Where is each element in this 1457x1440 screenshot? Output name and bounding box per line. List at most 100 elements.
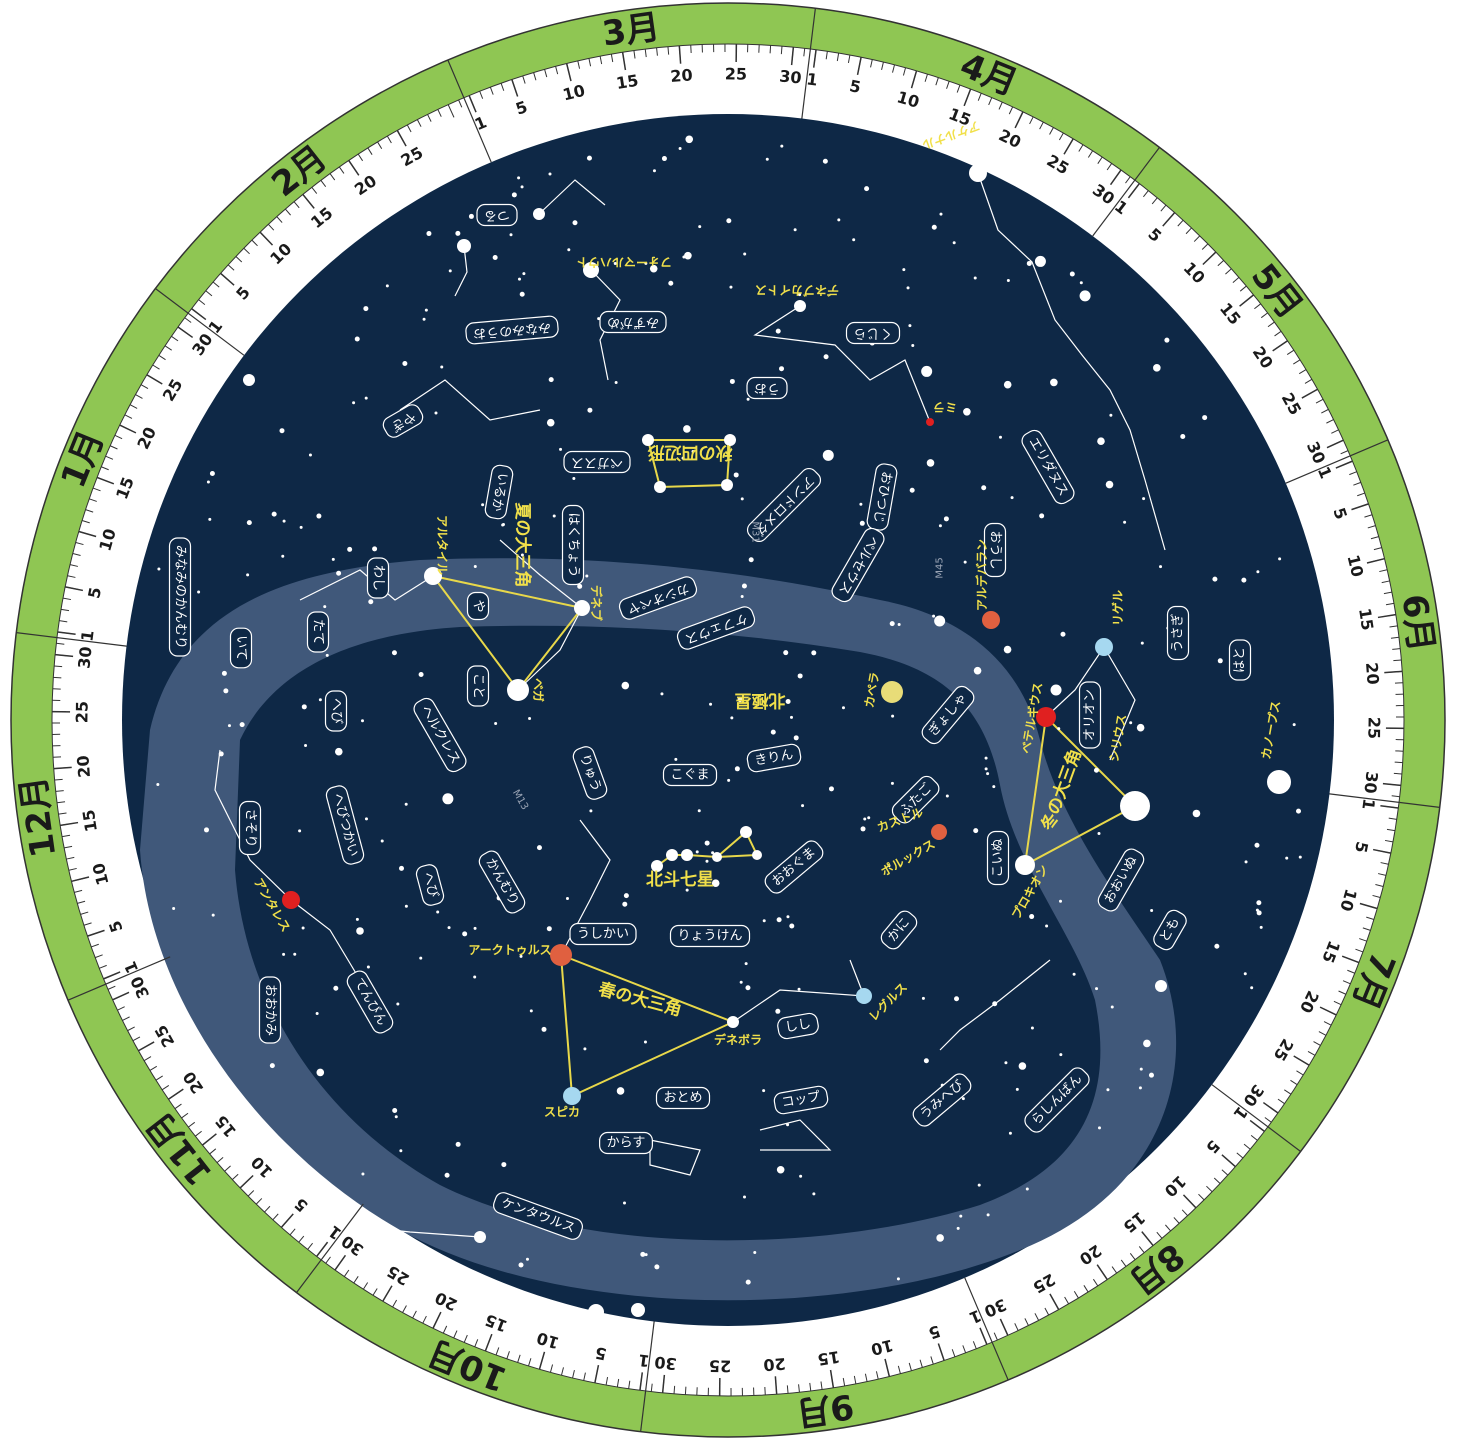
star xyxy=(434,411,438,415)
label-box xyxy=(764,840,824,894)
day-tick xyxy=(1370,536,1379,540)
star xyxy=(762,919,766,923)
star xyxy=(963,407,971,416)
star xyxy=(793,735,799,741)
day-tick xyxy=(58,812,67,815)
star_names-group: アークトゥルス xyxy=(468,943,551,957)
star xyxy=(678,146,682,150)
star xyxy=(943,516,949,522)
star xyxy=(1278,557,1282,561)
month-boundary xyxy=(1092,147,1160,237)
bright-star xyxy=(457,239,471,253)
day-tick xyxy=(605,1376,609,1386)
star xyxy=(315,1012,319,1016)
star xyxy=(711,851,715,855)
day-tick xyxy=(1326,419,1334,424)
star_names-label: ベガ xyxy=(531,678,546,702)
star xyxy=(744,962,748,966)
star xyxy=(525,1257,529,1261)
constellations-label: はくちょう xyxy=(566,512,581,577)
day-tick xyxy=(1198,1193,1205,1201)
star_names-label: フォーマルハウト xyxy=(576,255,672,269)
star xyxy=(973,666,982,675)
constellations-label: りょうけん xyxy=(677,929,742,944)
day-tick xyxy=(289,1228,296,1236)
day-tick xyxy=(1024,1318,1029,1326)
star xyxy=(683,425,691,433)
month-boundary xyxy=(296,1203,364,1293)
star xyxy=(623,893,629,899)
day-tick xyxy=(517,1354,521,1363)
day-label-tick xyxy=(168,1088,184,1100)
bright-star xyxy=(507,679,529,701)
month-boundary xyxy=(67,956,171,1001)
star xyxy=(1097,1126,1101,1130)
star xyxy=(334,747,343,756)
day-tick xyxy=(474,1339,479,1347)
star xyxy=(621,681,630,690)
star_names-label: アルデバラン xyxy=(974,539,989,611)
day-label-tick xyxy=(71,876,90,883)
star xyxy=(447,926,451,930)
star xyxy=(981,485,987,491)
day-tick xyxy=(935,77,939,86)
day-tick xyxy=(667,46,670,55)
day-tick xyxy=(1296,1070,1304,1076)
day-label-tick xyxy=(1351,503,1369,511)
asterisms-label: 北極星 xyxy=(735,690,786,711)
day-label-tick xyxy=(87,929,105,937)
day-label-tick xyxy=(774,1376,778,1395)
day-tick xyxy=(962,1345,967,1354)
day-tick xyxy=(243,247,250,255)
star xyxy=(519,954,523,958)
day-tick xyxy=(1304,378,1313,384)
star xyxy=(1256,570,1260,574)
constellation-line xyxy=(732,959,865,1023)
day-tick xyxy=(583,1372,586,1381)
star xyxy=(559,447,563,451)
day-tick xyxy=(1206,1185,1213,1193)
constellations-label: オリオン xyxy=(1083,689,1098,741)
day-tick xyxy=(1355,948,1364,953)
day-label-tick xyxy=(963,88,972,107)
star xyxy=(685,888,689,892)
star xyxy=(209,470,215,476)
day-label-tick xyxy=(191,308,207,321)
day-tick xyxy=(847,54,851,64)
day-tick xyxy=(362,1282,369,1290)
star xyxy=(517,277,521,281)
star xyxy=(909,487,915,493)
day-label-tick xyxy=(348,160,360,176)
sky xyxy=(122,114,1334,1326)
bright-star xyxy=(794,300,806,312)
star xyxy=(585,574,589,578)
star xyxy=(616,1087,625,1095)
month-label: 6月 xyxy=(1393,592,1441,655)
day-tick xyxy=(343,1269,350,1277)
bright-star xyxy=(642,434,654,446)
day-label-tick xyxy=(1301,388,1318,399)
label-box xyxy=(466,665,490,707)
bright-star xyxy=(651,860,663,872)
label-box xyxy=(382,404,424,438)
day-tick xyxy=(251,239,258,247)
day-tick xyxy=(54,778,63,781)
star xyxy=(640,1251,646,1257)
day-tick xyxy=(62,597,72,601)
day-tick xyxy=(1313,1041,1321,1046)
day-label-tick xyxy=(1182,1194,1197,1209)
day-tick xyxy=(1318,1031,1327,1036)
star xyxy=(385,284,389,288)
constellations-group: へび xyxy=(324,690,348,732)
label-box xyxy=(572,746,608,800)
constellations-label: わし xyxy=(371,565,386,591)
star xyxy=(698,225,702,229)
star xyxy=(992,785,996,789)
day-tick xyxy=(1298,369,1307,375)
star_names-group: ミラ xyxy=(933,400,957,414)
label-box xyxy=(561,504,585,586)
star_names-label: デネボラ xyxy=(714,1032,762,1047)
star xyxy=(501,1162,507,1168)
